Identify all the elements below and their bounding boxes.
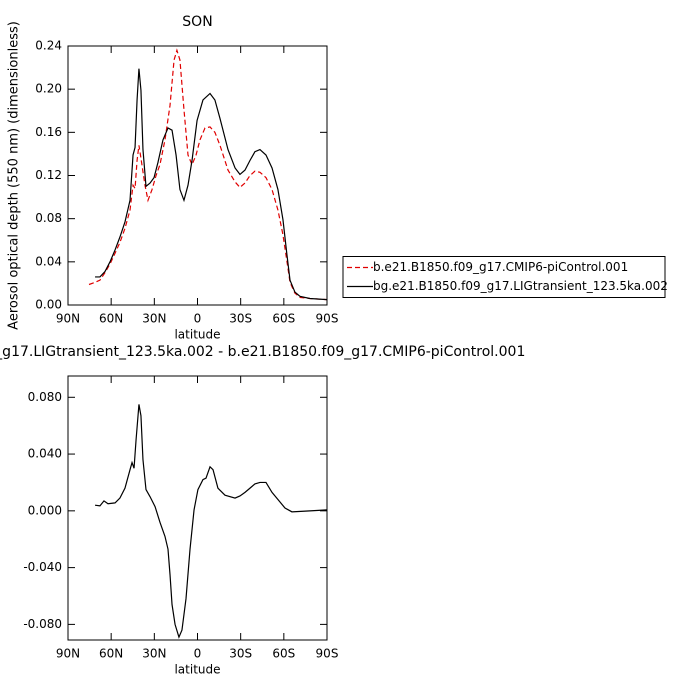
legend-label: b.e21.B1850.f09_g17.CMIP6-piControl.001 [373,260,628,274]
data-line [88,48,328,301]
y-tick-label: 0.040 [28,447,62,461]
chart-title: bg.e21.B1850.f09_g17.LIGtransient_123.5k… [0,344,525,360]
x-tick-label: 30S [229,647,252,661]
y-tick-label: 0.12 [35,168,62,182]
x-tick-label: 0 [194,312,202,326]
chart-title: SON [182,14,212,30]
x-tick-label: 90S [316,647,339,661]
y-tick-label: 0.00 [35,298,62,312]
x-tick-label: 60N [99,312,123,326]
legend-label: bg.e21.B1850.f09_g17.LIGtransient_123.5k… [373,279,668,293]
y-tick-label: 0.16 [35,125,62,139]
x-tick-label: 60N [99,647,123,661]
x-tick-label: 30S [229,312,252,326]
y-tick-label: 0.04 [35,254,62,268]
data-line [94,404,328,639]
y-tick-label: 0.20 [35,82,62,96]
x-axis-label: latitude [174,663,220,677]
y-tick-label: 0.000 [28,503,62,517]
y-axis-label: Aerosol optical depth (550 nm) (dimensio… [7,21,22,330]
y-tick-label: -0.080 [23,617,62,631]
legend-frame [342,256,666,298]
x-tick-label: 90N [56,312,80,326]
x-tick-label: 90S [316,312,339,326]
plot: SON Aerosol optical depth (550 nm) (dimen… [7,14,668,342]
x-tick-label: 60S [272,647,295,661]
x-tick-label: 30N [142,312,166,326]
plot-frame [67,375,328,641]
y-tick-label: 0.080 [28,390,62,404]
x-tick-label: 30N [142,647,166,661]
x-tick-label: 0 [194,647,202,661]
data-line [95,68,328,301]
y-tick-label: 0.08 [35,211,62,225]
y-tick-label: 0.24 [35,39,62,53]
x-tick-label: 60S [272,312,295,326]
plot: bg.e21.B1850.f09_g17.LIGtransient_123.5k… [0,344,525,677]
x-axis-label: latitude [174,328,220,342]
x-tick-label: 90N [56,647,80,661]
y-tick-label: -0.040 [23,560,62,574]
legend: b.e21.B1850.f09_g17.CMIP6-piControl.001b… [342,256,668,298]
plot-frame [67,45,328,306]
